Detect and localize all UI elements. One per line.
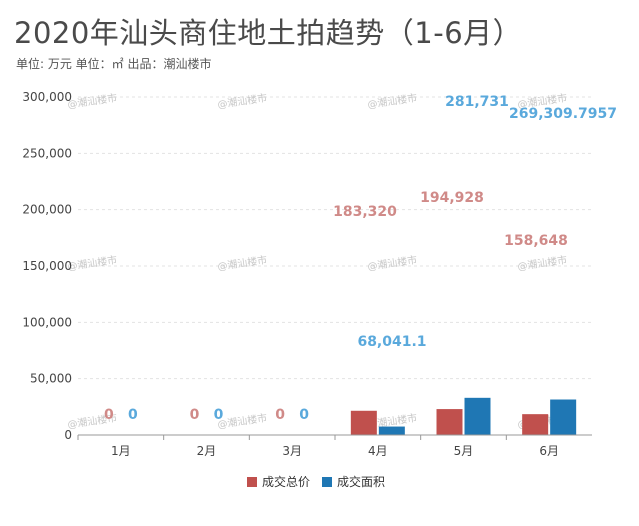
data-label: 0 bbox=[190, 407, 200, 423]
data-label: 68,041.1 bbox=[357, 334, 426, 350]
x-tick-label: 5月 bbox=[454, 444, 474, 458]
x-tick-label: 2月 bbox=[197, 444, 217, 458]
data-label: 183,320 bbox=[333, 204, 397, 220]
legend-swatch bbox=[322, 477, 332, 487]
x-tick-label: 1月 bbox=[111, 444, 131, 458]
data-label: 0 bbox=[214, 407, 224, 423]
data-label: 194,928 bbox=[420, 190, 484, 206]
x-tick-label: 6月 bbox=[539, 444, 559, 458]
watermark-text: @潮汕楼市 bbox=[217, 253, 268, 273]
x-tick-label: 4月 bbox=[368, 444, 388, 458]
legend-label: 成交总价 bbox=[262, 474, 310, 489]
y-tick-label: 50,000 bbox=[30, 372, 72, 386]
y-tick-label: 200,000 bbox=[22, 203, 72, 217]
watermark-text: @潮汕楼市 bbox=[367, 91, 418, 111]
y-tick-label: 300,000 bbox=[22, 90, 72, 104]
legend-label: 成交面积 bbox=[337, 474, 385, 489]
watermark-text: @潮汕楼市 bbox=[67, 91, 118, 111]
y-tick-label: 0 bbox=[64, 428, 72, 442]
data-label: 0 bbox=[299, 407, 309, 423]
watermark-text: @潮汕楼市 bbox=[517, 253, 568, 273]
data-label: 158,648 bbox=[504, 233, 568, 249]
y-tick-label: 150,000 bbox=[22, 259, 72, 273]
data-label: 269,309.7957 bbox=[509, 106, 617, 122]
bar-total-price bbox=[350, 410, 377, 435]
watermark-text: @潮汕楼市 bbox=[217, 91, 268, 111]
data-label: 0 bbox=[275, 407, 285, 423]
watermark-text: @潮汕楼市 bbox=[367, 253, 418, 273]
data-label: 0 bbox=[104, 407, 114, 423]
bar-area bbox=[378, 426, 405, 435]
data-label: 281,731 bbox=[445, 94, 509, 110]
chart-subtitle: 单位: 万元 单位：㎡ 出品：潮汕楼市 bbox=[16, 57, 212, 71]
y-tick-label: 250,000 bbox=[22, 146, 72, 160]
watermark-text: @潮汕楼市 bbox=[67, 253, 118, 273]
bar-area bbox=[464, 397, 491, 435]
chart-title: 2020年汕头商住地土拍趋势（1-6月） bbox=[14, 16, 523, 50]
watermark-text: @潮汕楼市 bbox=[217, 411, 268, 431]
y-tick-label: 100,000 bbox=[22, 315, 72, 329]
data-label: 0 bbox=[128, 407, 138, 423]
bar-total-price bbox=[522, 414, 549, 435]
legend-swatch bbox=[247, 477, 257, 487]
bar-area bbox=[550, 399, 577, 435]
x-tick-label: 3月 bbox=[282, 444, 302, 458]
bar-total-price bbox=[436, 409, 463, 435]
